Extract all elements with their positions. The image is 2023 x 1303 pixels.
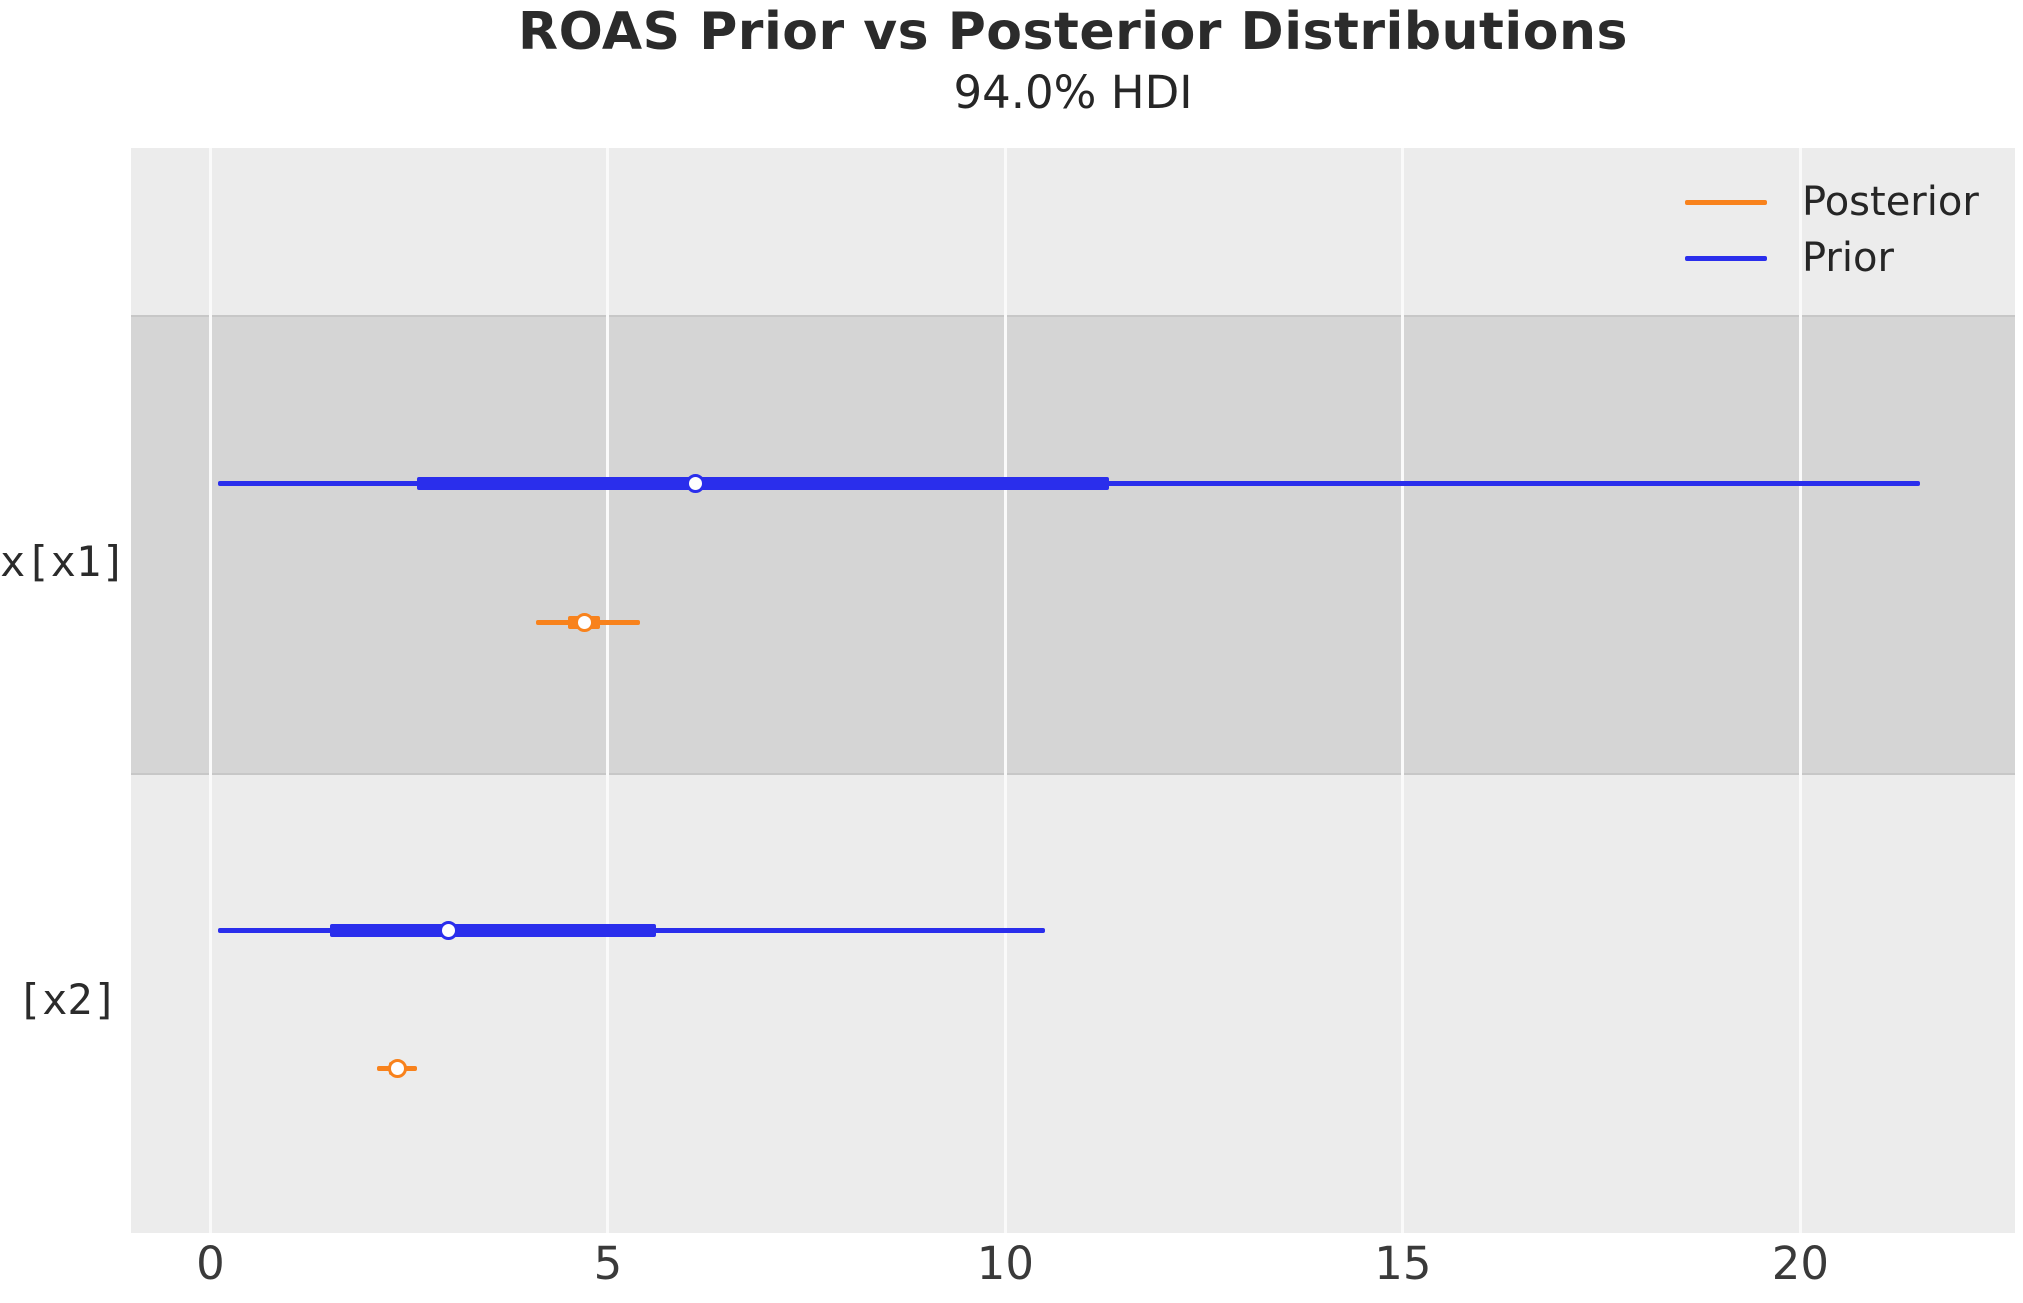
x-tick-label: 5 [593,1237,623,1290]
legend-prior-line [1685,256,1767,261]
posterior-median-marker [574,612,594,632]
y-axis-label: x[x1] [0,537,127,586]
posterior-median-marker [387,1058,407,1078]
prior-iqr-line [329,923,656,937]
prior-median-marker [685,473,705,493]
x-tick-label: 10 [976,1237,1035,1290]
prior-median-marker [439,920,459,940]
x-gridline [208,148,212,1233]
x-gridline [606,148,610,1233]
y-axis-label: [x2] [16,975,118,1024]
x-gridline [1798,148,1802,1233]
chart-subtitle: 94.0% HDI [953,66,1193,119]
plot-area: Posterior Prior [131,148,2015,1233]
legend-prior-label: Prior [1802,235,1894,281]
shaded-row-band [131,315,2015,775]
x-tick-label: 15 [1374,1237,1432,1290]
x-tick-label: 20 [1771,1237,1829,1290]
prior-iqr-line [417,476,1109,490]
x-gridline [1401,148,1405,1233]
legend-posterior-line [1685,200,1767,205]
chart-title: ROAS Prior vs Posterior Distributions [518,2,1628,62]
x-tick-label: 0 [196,1237,225,1290]
x-gridline [1003,148,1007,1233]
legend-posterior-label: Posterior [1802,179,1979,225]
